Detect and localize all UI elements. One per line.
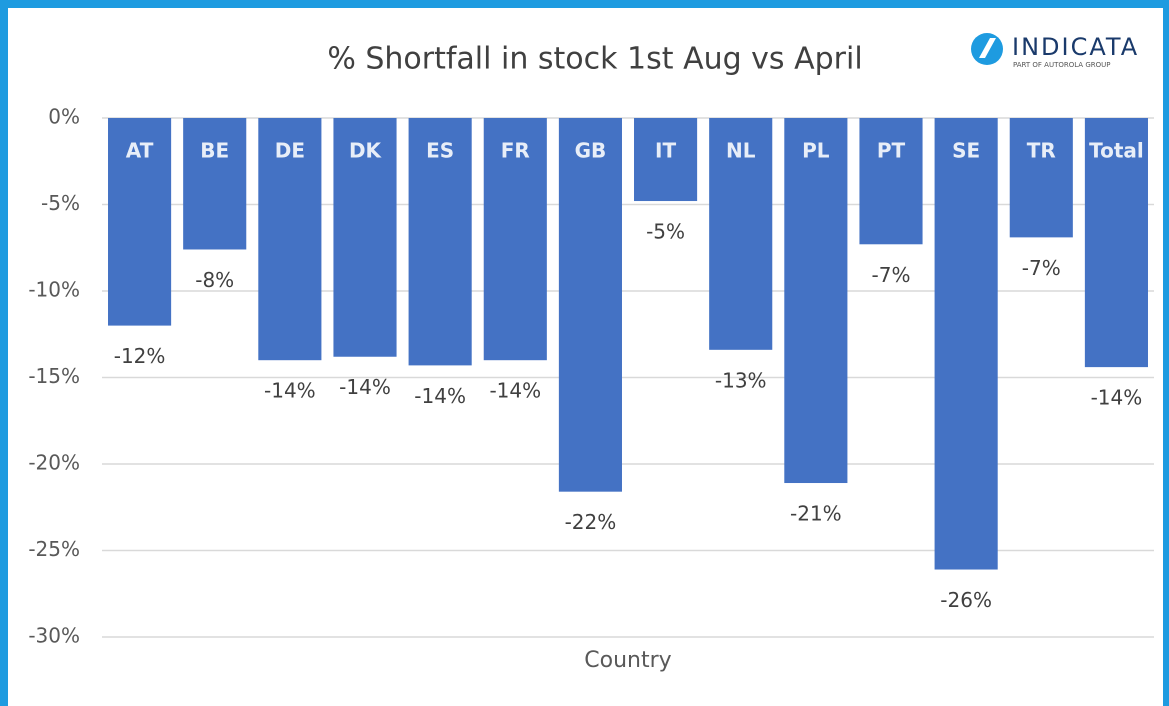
data-label: -14% bbox=[1091, 386, 1143, 410]
bar bbox=[709, 118, 773, 350]
chart-title: % Shortfall in stock 1st Aug vs April bbox=[327, 42, 862, 77]
bar bbox=[558, 118, 622, 492]
bar bbox=[859, 118, 923, 245]
data-label: -7% bbox=[1022, 256, 1061, 280]
data-label: -7% bbox=[872, 263, 911, 287]
data-label: -5% bbox=[646, 220, 685, 244]
y-tick-label: -25% bbox=[28, 537, 80, 561]
data-label: -12% bbox=[114, 344, 166, 368]
x-tick-label: TR bbox=[1027, 139, 1056, 163]
bar bbox=[934, 118, 998, 570]
data-label: -14% bbox=[414, 384, 466, 408]
data-label: -22% bbox=[565, 510, 617, 534]
bar bbox=[1084, 118, 1148, 368]
data-label: -8% bbox=[195, 268, 234, 292]
data-label: -21% bbox=[790, 502, 842, 526]
y-tick-label: 0% bbox=[48, 105, 80, 129]
x-axis-label: Country bbox=[584, 648, 671, 673]
brand-name: INDICATA bbox=[1012, 33, 1139, 61]
bar bbox=[408, 118, 472, 366]
brand-tagline: PART OF AUTOROLA GROUP bbox=[1013, 61, 1110, 69]
x-tick-label: DE bbox=[275, 139, 305, 163]
y-tick-label: -20% bbox=[28, 451, 80, 475]
data-label: -14% bbox=[489, 379, 541, 403]
bar bbox=[258, 118, 322, 361]
bar bbox=[333, 118, 397, 357]
bar bbox=[784, 118, 848, 484]
x-tick-label: DK bbox=[349, 139, 383, 163]
bar bbox=[108, 118, 172, 326]
x-tick-label: IT bbox=[655, 139, 676, 163]
x-tick-label: BE bbox=[200, 139, 229, 163]
x-tick-label: Total bbox=[1089, 139, 1144, 163]
x-tick-label: PL bbox=[802, 139, 830, 163]
data-label: -14% bbox=[264, 379, 316, 403]
x-tick-label: SE bbox=[952, 139, 980, 163]
y-tick-label: -5% bbox=[41, 191, 80, 215]
x-tick-label: ES bbox=[426, 139, 454, 163]
logo: INDICATA PART OF AUTOROLA GROUP bbox=[971, 33, 1139, 69]
x-tick-label: FR bbox=[501, 139, 530, 163]
data-label: -14% bbox=[339, 375, 391, 399]
y-tick-label: -15% bbox=[28, 364, 80, 388]
x-tick-label: GB bbox=[575, 139, 607, 163]
bar bbox=[483, 118, 547, 361]
data-label: -13% bbox=[715, 368, 767, 392]
logo-icon-stroke bbox=[979, 38, 996, 58]
bar bbox=[1009, 118, 1073, 238]
bar bbox=[183, 118, 247, 250]
y-tick-label: -30% bbox=[28, 624, 80, 648]
data-label: -26% bbox=[940, 588, 992, 612]
x-tick-label: NL bbox=[726, 139, 756, 163]
y-tick-label: -10% bbox=[28, 278, 80, 302]
bar bbox=[634, 118, 698, 202]
x-tick-label: AT bbox=[126, 139, 154, 163]
x-tick-label: PT bbox=[877, 139, 906, 163]
